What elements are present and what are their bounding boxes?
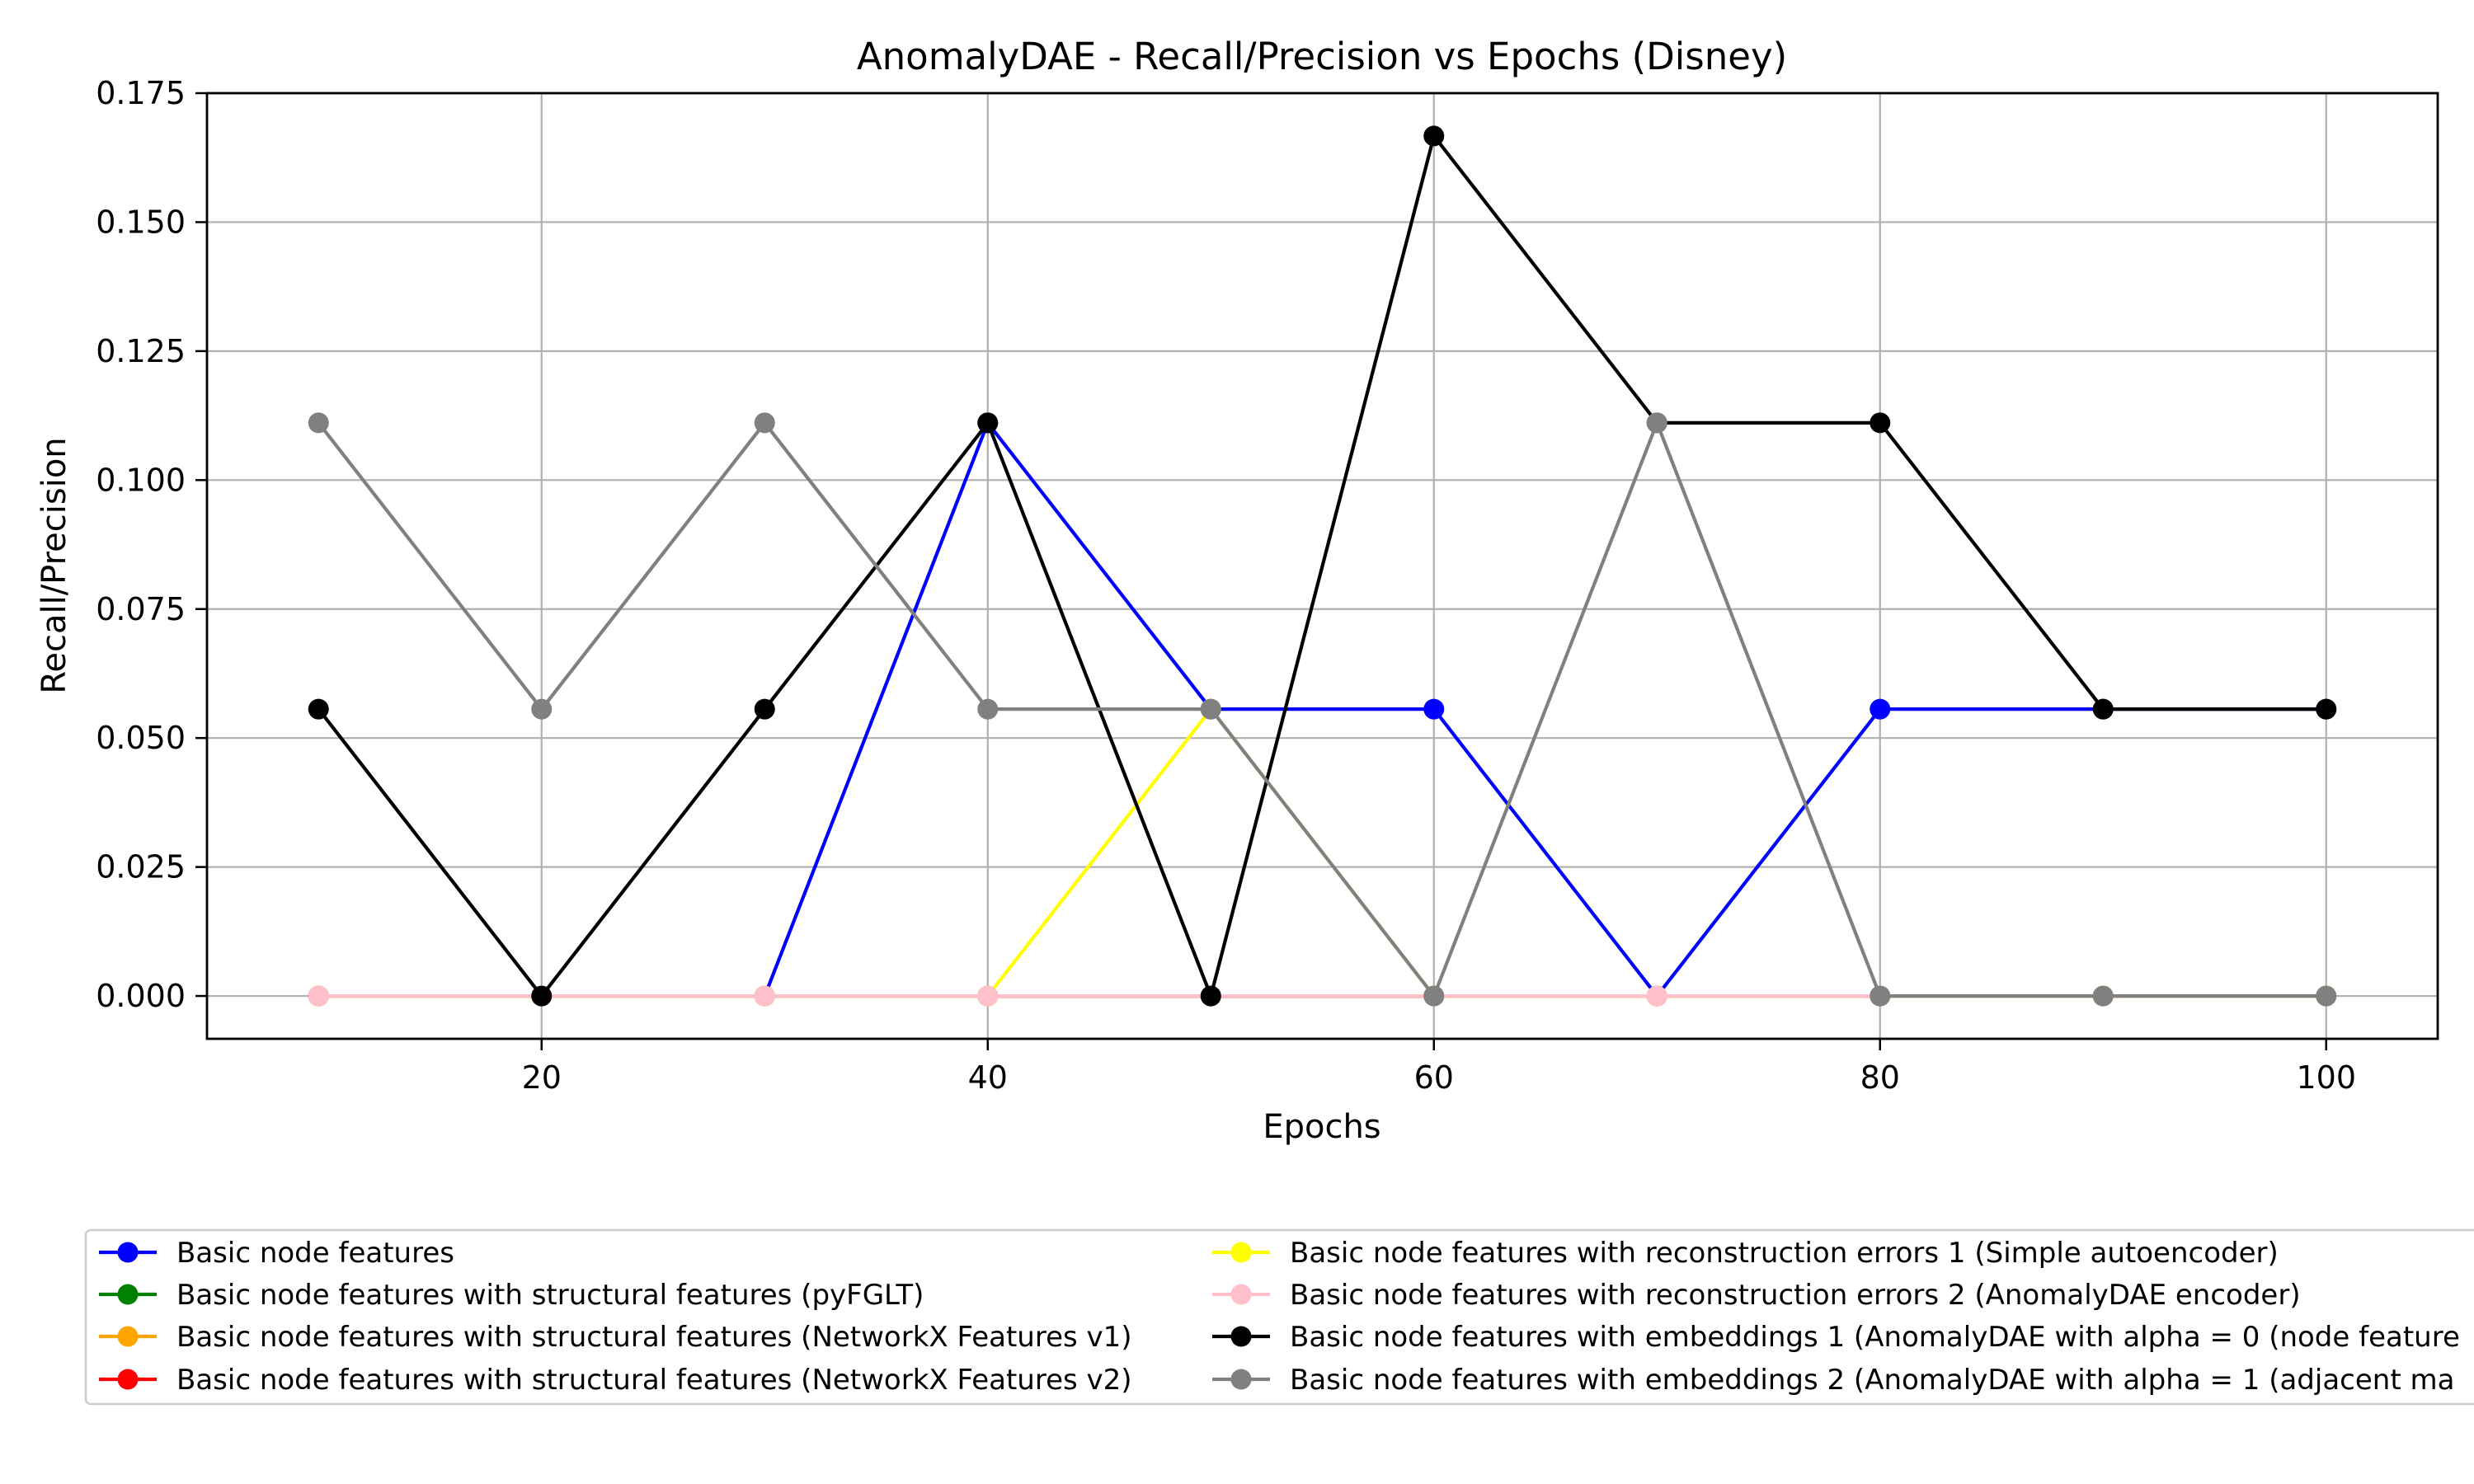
data-point [754, 698, 775, 720]
data-point [2092, 698, 2114, 720]
data-point [308, 698, 329, 720]
data-point [1423, 985, 1445, 1007]
data-point [2092, 985, 2114, 1007]
legend: Basic node features Basic node features w… [84, 1228, 2474, 1406]
y-tick-label: 0.025 [96, 849, 186, 885]
legend-swatch-marker [1230, 1242, 1252, 1263]
data-point [977, 698, 999, 720]
legend-swatch-marker [1230, 1369, 1252, 1390]
legend-item: Basic node features with reconstruction … [1212, 1279, 2301, 1312]
y-tick-label: 0.100 [96, 462, 186, 498]
legend-box [84, 1228, 2474, 1406]
series-line [317, 134, 2326, 998]
y-axis-label: Recall/Precision [35, 437, 73, 693]
x-tick-label: 80 [1860, 1059, 1900, 1096]
data-point [308, 985, 329, 1007]
data-point [1870, 698, 1891, 720]
data-point [2316, 698, 2337, 720]
legend-label: Basic node features with structural feat… [176, 1321, 1132, 1354]
series-line [317, 420, 2326, 998]
legend-item: Basic node features [99, 1237, 454, 1270]
grid [207, 92, 2438, 1039]
legend-swatch-marker [117, 1284, 139, 1305]
chart-title: AnomalyDAE - Recall/Precision vs Epochs … [857, 35, 1787, 78]
data-point [1870, 412, 1891, 434]
legend-label: Basic node features [176, 1237, 454, 1270]
legend-item: Basic node features with reconstruction … [1212, 1237, 2279, 1270]
legend-label: Basic node features with embeddings 1 (A… [1290, 1321, 2460, 1354]
legend-item: Basic node features with structural feat… [99, 1279, 924, 1312]
data-point [754, 412, 775, 434]
x-axis-label: Epochs [1263, 1108, 1380, 1146]
legend-label: Basic node features with structural feat… [176, 1279, 924, 1312]
y-tick-label: 0.050 [96, 720, 186, 756]
data-point [531, 698, 553, 720]
legend-label: Basic node features with structural feat… [176, 1364, 1132, 1397]
x-tick-label: 60 [1414, 1059, 1454, 1096]
legend-swatch-marker [117, 1326, 139, 1347]
legend-label: Basic node features with embeddings 2 (A… [1290, 1364, 2454, 1397]
legend-item: Basic node features with embeddings 2 (A… [1212, 1364, 2454, 1397]
legend-item: Basic node features with structural feat… [99, 1364, 1132, 1397]
data-point [531, 985, 553, 1007]
data-point [1200, 985, 1221, 1007]
legend-swatch-marker [1230, 1326, 1252, 1347]
data-point [754, 985, 775, 1007]
legend-swatch-marker [1230, 1284, 1252, 1305]
x-tick-label: 40 [968, 1059, 1008, 1096]
series-lines [308, 125, 2337, 1007]
y-axis: 0.000 0.025 0.050 0.075 0.100 0.125 0.150 0.175 [96, 75, 207, 1014]
legend-swatch-marker [117, 1242, 139, 1263]
x-tick-label: 20 [522, 1059, 562, 1096]
data-point [977, 412, 999, 434]
data-point [1870, 985, 1891, 1007]
data-point [1200, 698, 1221, 720]
data-point [2316, 985, 2337, 1007]
legend-label: Basic node features with reconstruction … [1290, 1237, 2279, 1270]
data-point [1646, 985, 1667, 1007]
y-tick-label: 0.175 [96, 75, 186, 111]
legend-swatch-marker [117, 1369, 139, 1390]
data-point [308, 412, 329, 434]
plot-frame [205, 92, 2439, 1040]
y-tick-label: 0.000 [96, 978, 186, 1014]
data-point [1423, 698, 1445, 720]
legend-label: Basic node features with reconstruction … [1290, 1279, 2301, 1312]
data-point [1646, 412, 1667, 434]
y-tick-label: 0.125 [96, 333, 186, 369]
legend-item: Basic node features with embeddings 1 (A… [1212, 1321, 2460, 1354]
x-tick-label: 100 [2296, 1059, 2356, 1096]
y-tick-label: 0.150 [96, 204, 186, 240]
y-tick-label: 0.075 [96, 591, 186, 627]
data-point [977, 985, 999, 1007]
data-point [1423, 125, 1445, 147]
legend-item: Basic node features with structural feat… [99, 1321, 1132, 1354]
x-axis: 20 40 60 80 100 [522, 1039, 2356, 1096]
series-8 [308, 412, 2337, 1007]
